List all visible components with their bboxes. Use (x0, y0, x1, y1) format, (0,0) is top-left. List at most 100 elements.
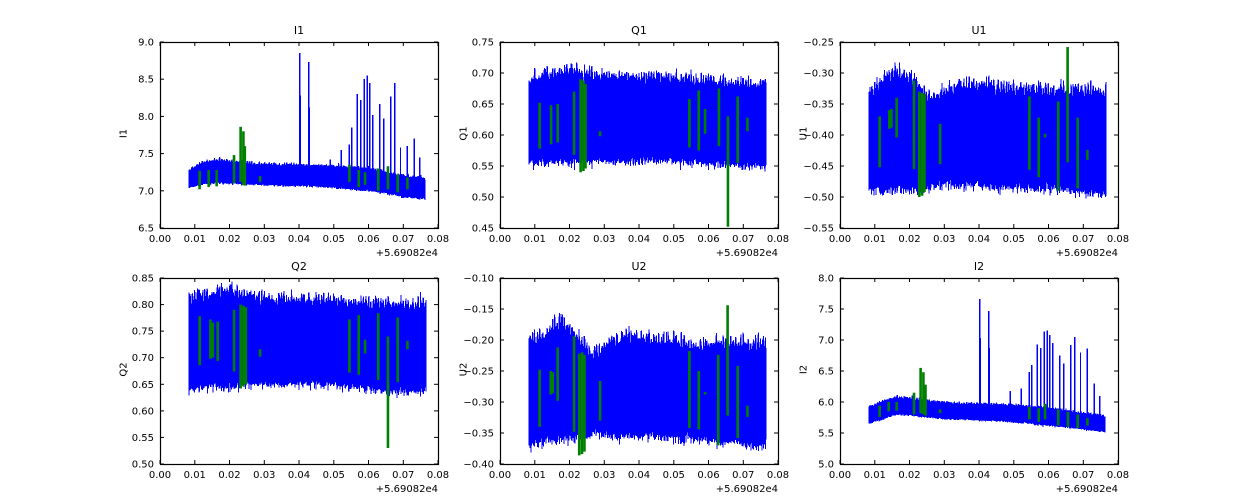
series-secondary (538, 79, 749, 227)
y-tick-label: 0.60 (472, 131, 494, 142)
x-tick-label: 0.00 (829, 234, 851, 245)
y-tick-label: −0.50 (803, 193, 834, 204)
series-secondary (878, 46, 1089, 197)
x-tick-label: 0.06 (357, 470, 379, 481)
y-tick-label: 0.70 (472, 69, 494, 80)
y-tick-label: −0.40 (803, 131, 834, 142)
panel-title-u2: U2 (631, 260, 647, 273)
x-tick-label: 0.01 (864, 234, 886, 245)
x-tick-label: 0.00 (829, 470, 851, 481)
y-tick-label: 0.60 (132, 406, 154, 417)
x-tick-label: 0.00 (149, 234, 171, 245)
axis-layer: 0.00 0.01 0.02 0.03 0.04 0.05 0.06 0.07 0.08 5.0 5… (818, 274, 1129, 482)
y-tick-label: −0.55 (803, 224, 834, 235)
data-layer (188, 53, 426, 201)
x-tick-label: 0.07 (1072, 234, 1094, 245)
series-primary (868, 299, 1106, 433)
x-tick-label: 0.05 (663, 470, 685, 481)
y-tick-label: −0.20 (463, 336, 494, 347)
x-tick-label: 0.08 (767, 470, 789, 481)
panel-title-u1: U1 (971, 24, 987, 37)
y-tick-label: 9.0 (138, 38, 154, 49)
x-offset-label-i2: +5.69082e4 (1055, 484, 1118, 495)
y-tick-label: −0.35 (803, 100, 834, 111)
x-tick-label: 0.01 (864, 470, 886, 481)
y-tick-label: 5.0 (818, 460, 834, 471)
y-tick-label: −0.30 (463, 398, 494, 409)
x-offset-label-q1: +5.69082e4 (715, 248, 778, 259)
y-tick-label: −0.40 (463, 460, 494, 471)
y-tick-label: −0.10 (463, 274, 494, 285)
x-tick-label: 0.04 (628, 234, 650, 245)
y-tick-label: 6.5 (138, 224, 154, 235)
panel-title-i2: I2 (973, 260, 985, 273)
y-tick-label: 0.80 (132, 300, 154, 311)
x-tick-label: 0.03 (593, 470, 615, 481)
x-tick-label: 0.03 (933, 234, 955, 245)
y-tick-label: 0.75 (472, 38, 494, 49)
y-tick-label: −0.30 (803, 69, 834, 80)
x-tick-label: 0.03 (253, 234, 275, 245)
y-tick-label: 7.5 (138, 149, 154, 160)
panel-title-i1: I1 (293, 24, 305, 37)
y-tick-label: 0.55 (132, 433, 154, 444)
y-tick-label: 0.65 (132, 380, 154, 391)
x-tick-label: 0.04 (288, 234, 310, 245)
y-tick-label: 0.65 (472, 100, 494, 111)
y-tick-label: 0.50 (132, 460, 154, 471)
x-tick-label: 0.06 (357, 234, 379, 245)
y-tick-label: 0.75 (132, 327, 154, 338)
y-tick-label: −0.35 (463, 429, 494, 440)
x-tick-label: 0.05 (323, 234, 345, 245)
y-tick-label: −0.15 (463, 305, 494, 316)
x-tick-label: 0.02 (558, 234, 580, 245)
x-tick-label: 0.05 (323, 470, 345, 481)
panel-title-q2: Q2 (291, 260, 307, 273)
x-tick-label: 0.06 (1037, 234, 1059, 245)
y-tick-label: −0.45 (803, 162, 834, 173)
series-secondary (198, 126, 409, 193)
y-tick-label: 5.5 (818, 429, 834, 440)
x-tick-label: 0.01 (524, 234, 546, 245)
series-secondary (878, 367, 1089, 429)
y-tick-label: 0.85 (132, 274, 154, 285)
y-tick-label: 7.0 (138, 186, 154, 197)
axis-layer: 0.00 0.01 0.02 0.03 0.04 0.05 0.06 0.07 0.08 0.50… (132, 274, 449, 482)
x-tick-label: 0.04 (288, 470, 310, 481)
x-tick-label: 0.00 (149, 470, 171, 481)
axis-layer: 0.00 0.01 0.02 0.03 0.04 0.05 0.06 0.07 0.08 −0.4… (463, 274, 789, 482)
x-tick-label: 0.08 (767, 234, 789, 245)
x-tick-label: 0.05 (1003, 234, 1025, 245)
y-tick-label: 8.5 (138, 75, 154, 86)
data-layer (868, 299, 1106, 433)
x-tick-label: 0.01 (184, 234, 206, 245)
x-tick-label: 0.06 (1037, 470, 1059, 481)
y-tick-label: 6.5 (818, 367, 834, 378)
data-layer (188, 281, 427, 449)
x-tick-label: 0.06 (697, 470, 719, 481)
x-tick-label: 0.04 (628, 470, 650, 481)
y-tick-label: −0.25 (803, 38, 834, 49)
x-tick-label: 0.03 (933, 470, 955, 481)
y-tick-label: 8.0 (138, 112, 154, 123)
x-tick-label: 0.01 (184, 470, 206, 481)
data-layer (528, 305, 767, 456)
x-tick-label: 0.07 (392, 470, 414, 481)
x-offset-label-u2: +5.69082e4 (715, 484, 778, 495)
y-tick-label: 0.50 (472, 193, 494, 204)
x-tick-label: 0.01 (524, 470, 546, 481)
x-tick-label: 0.03 (253, 470, 275, 481)
x-tick-label: 0.03 (593, 234, 615, 245)
series-primary (528, 62, 767, 172)
x-tick-label: 0.02 (898, 470, 920, 481)
